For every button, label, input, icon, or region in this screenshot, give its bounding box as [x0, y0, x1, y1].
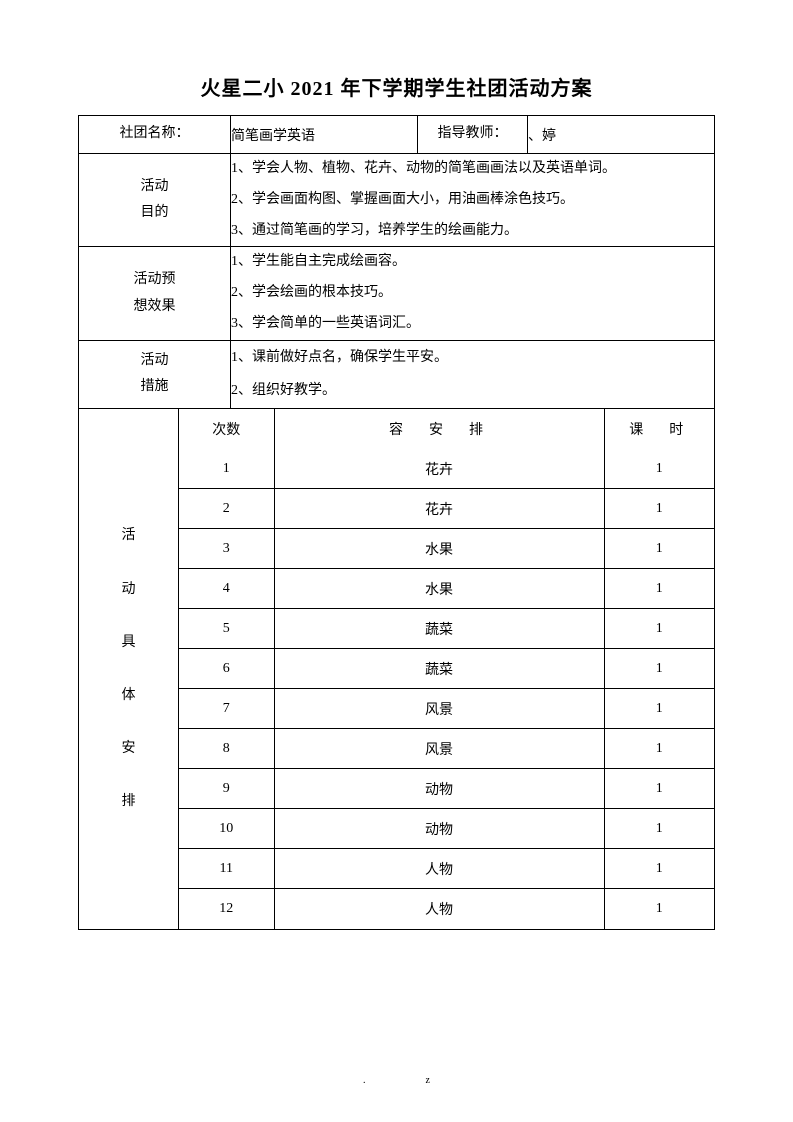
schedule-cell-hours: 1 [604, 649, 714, 689]
side-char: 排 [79, 775, 178, 828]
schedule-cell-hours: 1 [604, 849, 714, 889]
schedule-col-hours: 课 时 [604, 409, 714, 449]
content-line: 1、学生能自主完成绘画容。 [231, 247, 714, 278]
table-row: 活动预 想效果 1、学生能自主完成绘画容。 2、学会绘画的根本技巧。 3、学会简… [79, 247, 715, 340]
side-char: 具 [79, 616, 178, 669]
schedule-col-content: 容 安 排 [274, 409, 604, 449]
club-name-value: 简笔画学英语 [231, 116, 418, 154]
table-row: 活动具体安排 次数 容 安 排 课 时 1花卉12花卉13水果14水果15蔬菜1… [79, 408, 715, 929]
schedule-container: 次数 容 安 排 课 时 1花卉12花卉13水果14水果15蔬菜16蔬菜17风景… [179, 408, 715, 929]
schedule-cell-num: 7 [179, 689, 274, 729]
schedule-cell-hours: 1 [604, 769, 714, 809]
content-line: 2、学会画面构图、掌握画面大小，用油画棒涂色技巧。 [231, 185, 714, 216]
content-line: 2、组织好教学。 [231, 374, 714, 408]
label-text: 活动预 [79, 267, 230, 294]
schedule-row: 12人物1 [179, 889, 714, 929]
content-line: 1、课前做好点名，确保学生平安。 [231, 341, 714, 375]
side-char: 活 [79, 509, 178, 562]
schedule-cell-num: 3 [179, 529, 274, 569]
schedule-cell-hours: 1 [604, 889, 714, 929]
table-row: 活动 措施 1、课前做好点名，确保学生平安。 2、组织好教学。 [79, 340, 715, 408]
table-row: 社团名称： 简笔画学英语 指导教师： 、婷 [79, 116, 715, 154]
schedule-cell-content: 人物 [274, 849, 604, 889]
schedule-cell-content: 花卉 [274, 449, 604, 489]
side-char: 安 [79, 722, 178, 775]
side-char: 动 [79, 563, 178, 616]
schedule-cell-content: 水果 [274, 529, 604, 569]
page-footer: .z [0, 1075, 793, 1086]
schedule-cell-num: 12 [179, 889, 274, 929]
schedule-cell-content: 水果 [274, 569, 604, 609]
schedule-cell-content: 蔬菜 [274, 609, 604, 649]
label-text: 措施 [79, 374, 230, 401]
measure-label: 活动 措施 [79, 340, 231, 408]
page-title: 火星二小 2021 年下学期学生社团活动方案 [78, 72, 715, 101]
schedule-cell-hours: 1 [604, 729, 714, 769]
schedule-cell-hours: 1 [604, 489, 714, 529]
schedule-cell-num: 1 [179, 449, 274, 489]
schedule-cell-content: 人物 [274, 889, 604, 929]
schedule-row: 3水果1 [179, 529, 714, 569]
side-char: 体 [79, 669, 178, 722]
schedule-row: 4水果1 [179, 569, 714, 609]
schedule-cell-num: 5 [179, 609, 274, 649]
label-text: 想效果 [79, 294, 230, 321]
schedule-cell-content: 动物 [274, 769, 604, 809]
goal-label: 活动 目的 [79, 154, 231, 247]
expect-content: 1、学生能自主完成绘画容。 2、学会绘画的根本技巧。 3、学会简单的一些英语词汇… [231, 247, 715, 340]
schedule-cell-num: 9 [179, 769, 274, 809]
schedule-cell-hours: 1 [604, 529, 714, 569]
teacher-value: 、婷 [528, 116, 715, 154]
schedule-cell-hours: 1 [604, 689, 714, 729]
table-row: 活动 目的 1、学会人物、植物、花卉、动物的简笔画画法以及英语单词。 2、学会画… [79, 154, 715, 247]
label-text: 目的 [79, 200, 230, 227]
schedule-row: 6蔬菜1 [179, 649, 714, 689]
schedule-table: 次数 容 安 排 课 时 1花卉12花卉13水果14水果15蔬菜16蔬菜17风景… [179, 409, 714, 929]
schedule-cell-content: 花卉 [274, 489, 604, 529]
schedule-cell-num: 11 [179, 849, 274, 889]
schedule-cell-hours: 1 [604, 809, 714, 849]
goal-content: 1、学会人物、植物、花卉、动物的简笔画画法以及英语单词。 2、学会画面构图、掌握… [231, 154, 715, 247]
schedule-cell-content: 风景 [274, 729, 604, 769]
schedule-cell-num: 4 [179, 569, 274, 609]
schedule-cell-hours: 1 [604, 569, 714, 609]
schedule-row: 11人物1 [179, 849, 714, 889]
expect-label: 活动预 想效果 [79, 247, 231, 340]
schedule-cell-content: 蔬菜 [274, 649, 604, 689]
schedule-side-label: 活动具体安排 [79, 408, 179, 929]
schedule-col-num: 次数 [179, 409, 274, 449]
club-name-label: 社团名称： [79, 116, 231, 154]
schedule-row: 10动物1 [179, 809, 714, 849]
schedule-cell-num: 6 [179, 649, 274, 689]
content-line: 2、学会绘画的根本技巧。 [231, 278, 714, 309]
label-text: 活动 [79, 348, 230, 375]
schedule-header-row: 次数 容 安 排 课 时 [179, 409, 714, 449]
content-line: 1、学会人物、植物、花卉、动物的简笔画画法以及英语单词。 [231, 154, 714, 185]
schedule-cell-num: 8 [179, 729, 274, 769]
main-table: 社团名称： 简笔画学英语 指导教师： 、婷 活动 目的 1、学会人物、植物、花卉… [78, 115, 715, 930]
schedule-cell-hours: 1 [604, 609, 714, 649]
schedule-row: 9动物1 [179, 769, 714, 809]
schedule-row: 5蔬菜1 [179, 609, 714, 649]
schedule-cell-content: 风景 [274, 689, 604, 729]
label-text: 指导教师： [438, 126, 508, 141]
measure-content: 1、课前做好点名，确保学生平安。 2、组织好教学。 [231, 340, 715, 408]
content-line: 3、通过简笔画的学习，培养学生的绘画能力。 [231, 216, 714, 247]
schedule-cell-content: 动物 [274, 809, 604, 849]
schedule-row: 1花卉1 [179, 449, 714, 489]
schedule-cell-num: 2 [179, 489, 274, 529]
content-line: 3、学会简单的一些英语词汇。 [231, 309, 714, 340]
schedule-cell-hours: 1 [604, 449, 714, 489]
label-text: 社团名称： [120, 126, 190, 141]
schedule-cell-num: 10 [179, 809, 274, 849]
schedule-row: 8风景1 [179, 729, 714, 769]
teacher-label: 指导教师： [418, 116, 528, 154]
schedule-row: 7风景1 [179, 689, 714, 729]
schedule-row: 2花卉1 [179, 489, 714, 529]
label-text: 活动 [79, 174, 230, 201]
